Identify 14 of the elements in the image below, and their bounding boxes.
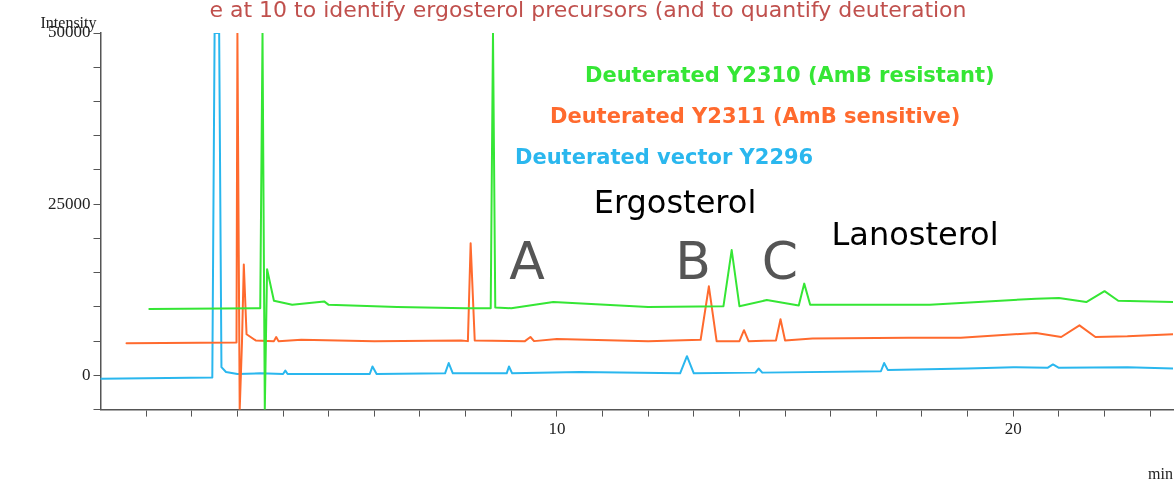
chart-title: e at 10 to identify ergosterol precursors (and to quantify deuteration [209, 0, 967, 22]
y-tick-label: 25000 [48, 193, 91, 213]
x-axis-title: min [1148, 465, 1173, 483]
annotation: Lanosterol [831, 215, 999, 254]
annotation: B [675, 230, 711, 291]
text: Deuterated Y2311 (AmB sensitive) [550, 104, 961, 129]
y-tick-label: 0 [82, 364, 91, 384]
text: Deuterated Y2310 (AmB resistant) [585, 63, 995, 88]
x-tick-label: 20 [1004, 419, 1022, 439]
annotation: A [509, 230, 546, 291]
annotation: Ergosterol [593, 183, 757, 222]
x-tick-label: 10 [548, 419, 566, 439]
annotation: C [761, 230, 799, 291]
text: Deuterated vector Y2296 [515, 145, 814, 170]
